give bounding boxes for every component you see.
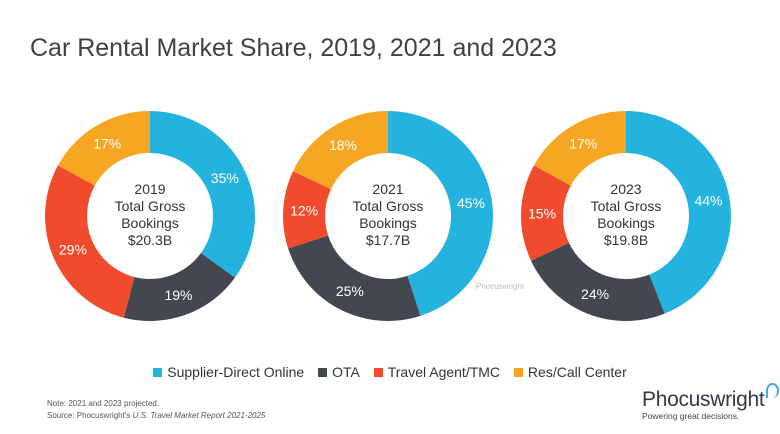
data-label: 29% — [59, 241, 87, 257]
legend-swatch — [373, 368, 383, 377]
donut-slice-2-2 — [288, 235, 421, 321]
chart-title: Car Rental Market Share, 2019, 2021 and … — [30, 34, 557, 62]
donut-slice-3-4 — [533, 111, 626, 186]
legend-item-ota: OTA — [318, 364, 360, 380]
logo: Phocuswright Powering great decisions. — [642, 383, 780, 421]
legend-item-res-call-center: Res/Call Center — [513, 364, 627, 380]
source-prefix: Source: Phocuswright's — [47, 411, 133, 420]
legend-label: OTA — [332, 364, 360, 380]
center-label-line: Bookings — [121, 215, 179, 231]
center-label-line: Bookings — [359, 215, 417, 231]
data-label: 24% — [581, 286, 609, 302]
legend-item-supplier-direct: Supplier-Direct Online — [153, 364, 304, 380]
center-label-line: Total Gross — [591, 198, 662, 214]
data-label: 45% — [457, 195, 485, 211]
logo-name: Phocuswright — [642, 388, 765, 411]
data-label: 35% — [211, 170, 239, 186]
center-label-line: 2019 — [134, 181, 165, 197]
watermark: Phocuswright — [476, 282, 525, 291]
donut-slice-2-3 — [283, 171, 331, 249]
data-label: 18% — [329, 137, 357, 153]
donut-slice-1-1 — [150, 111, 255, 278]
legend: Supplier-Direct Online OTA Travel Agent/… — [0, 364, 780, 380]
donut-slice-1-2 — [123, 253, 235, 321]
center-label-line: Bookings — [597, 215, 655, 231]
legend-label: Travel Agent/TMC — [387, 364, 501, 380]
legend-label: Supplier-Direct Online — [167, 364, 305, 380]
data-label: 17% — [93, 136, 121, 152]
logo-tagline: Powering great decisions. — [642, 411, 740, 421]
logo-mark-icon — [766, 383, 780, 398]
center-label-line: Total Gross — [353, 198, 424, 214]
donut-slice-3-3 — [521, 165, 571, 261]
legend-swatch — [318, 368, 328, 377]
center-label-line: 2021 — [372, 181, 403, 197]
data-label: 17% — [569, 136, 597, 152]
legend-swatch — [513, 368, 523, 377]
data-label: 15% — [528, 205, 556, 221]
footnote: Note: 2021 and 2023 projected. Source: P… — [47, 398, 265, 422]
donut-slice-3-2 — [530, 242, 665, 321]
legend-label: Res/Call Center — [527, 364, 627, 380]
center-label-line: Total Gross — [115, 198, 186, 214]
source-title: U.S. Travel Market Report 2021-2025 — [132, 411, 266, 420]
donut-slice-1-4 — [57, 110, 151, 186]
data-label: 44% — [694, 192, 722, 208]
center-label-line: 2023 — [610, 181, 641, 197]
data-label: 12% — [290, 203, 318, 219]
donut-slice-3-1 — [626, 111, 732, 314]
note-text: Note: 2021 and 2023 projected. — [47, 399, 160, 408]
source-text: Source: Phocuswright's U.S. Travel Marke… — [47, 410, 265, 422]
center-label-line: $17.7B — [366, 232, 410, 248]
center-label-line: $20.3B — [128, 232, 172, 248]
center-label-line: $19.8B — [604, 232, 648, 248]
legend-swatch — [153, 368, 163, 377]
donut-slice-2-4 — [292, 110, 388, 190]
data-label: 25% — [336, 283, 364, 299]
data-label: 19% — [164, 287, 192, 303]
donut-slice-2-1 — [388, 111, 494, 316]
donut-slice-1-3 — [45, 165, 135, 318]
legend-item-travel-agent: Travel Agent/TMC — [373, 364, 501, 380]
